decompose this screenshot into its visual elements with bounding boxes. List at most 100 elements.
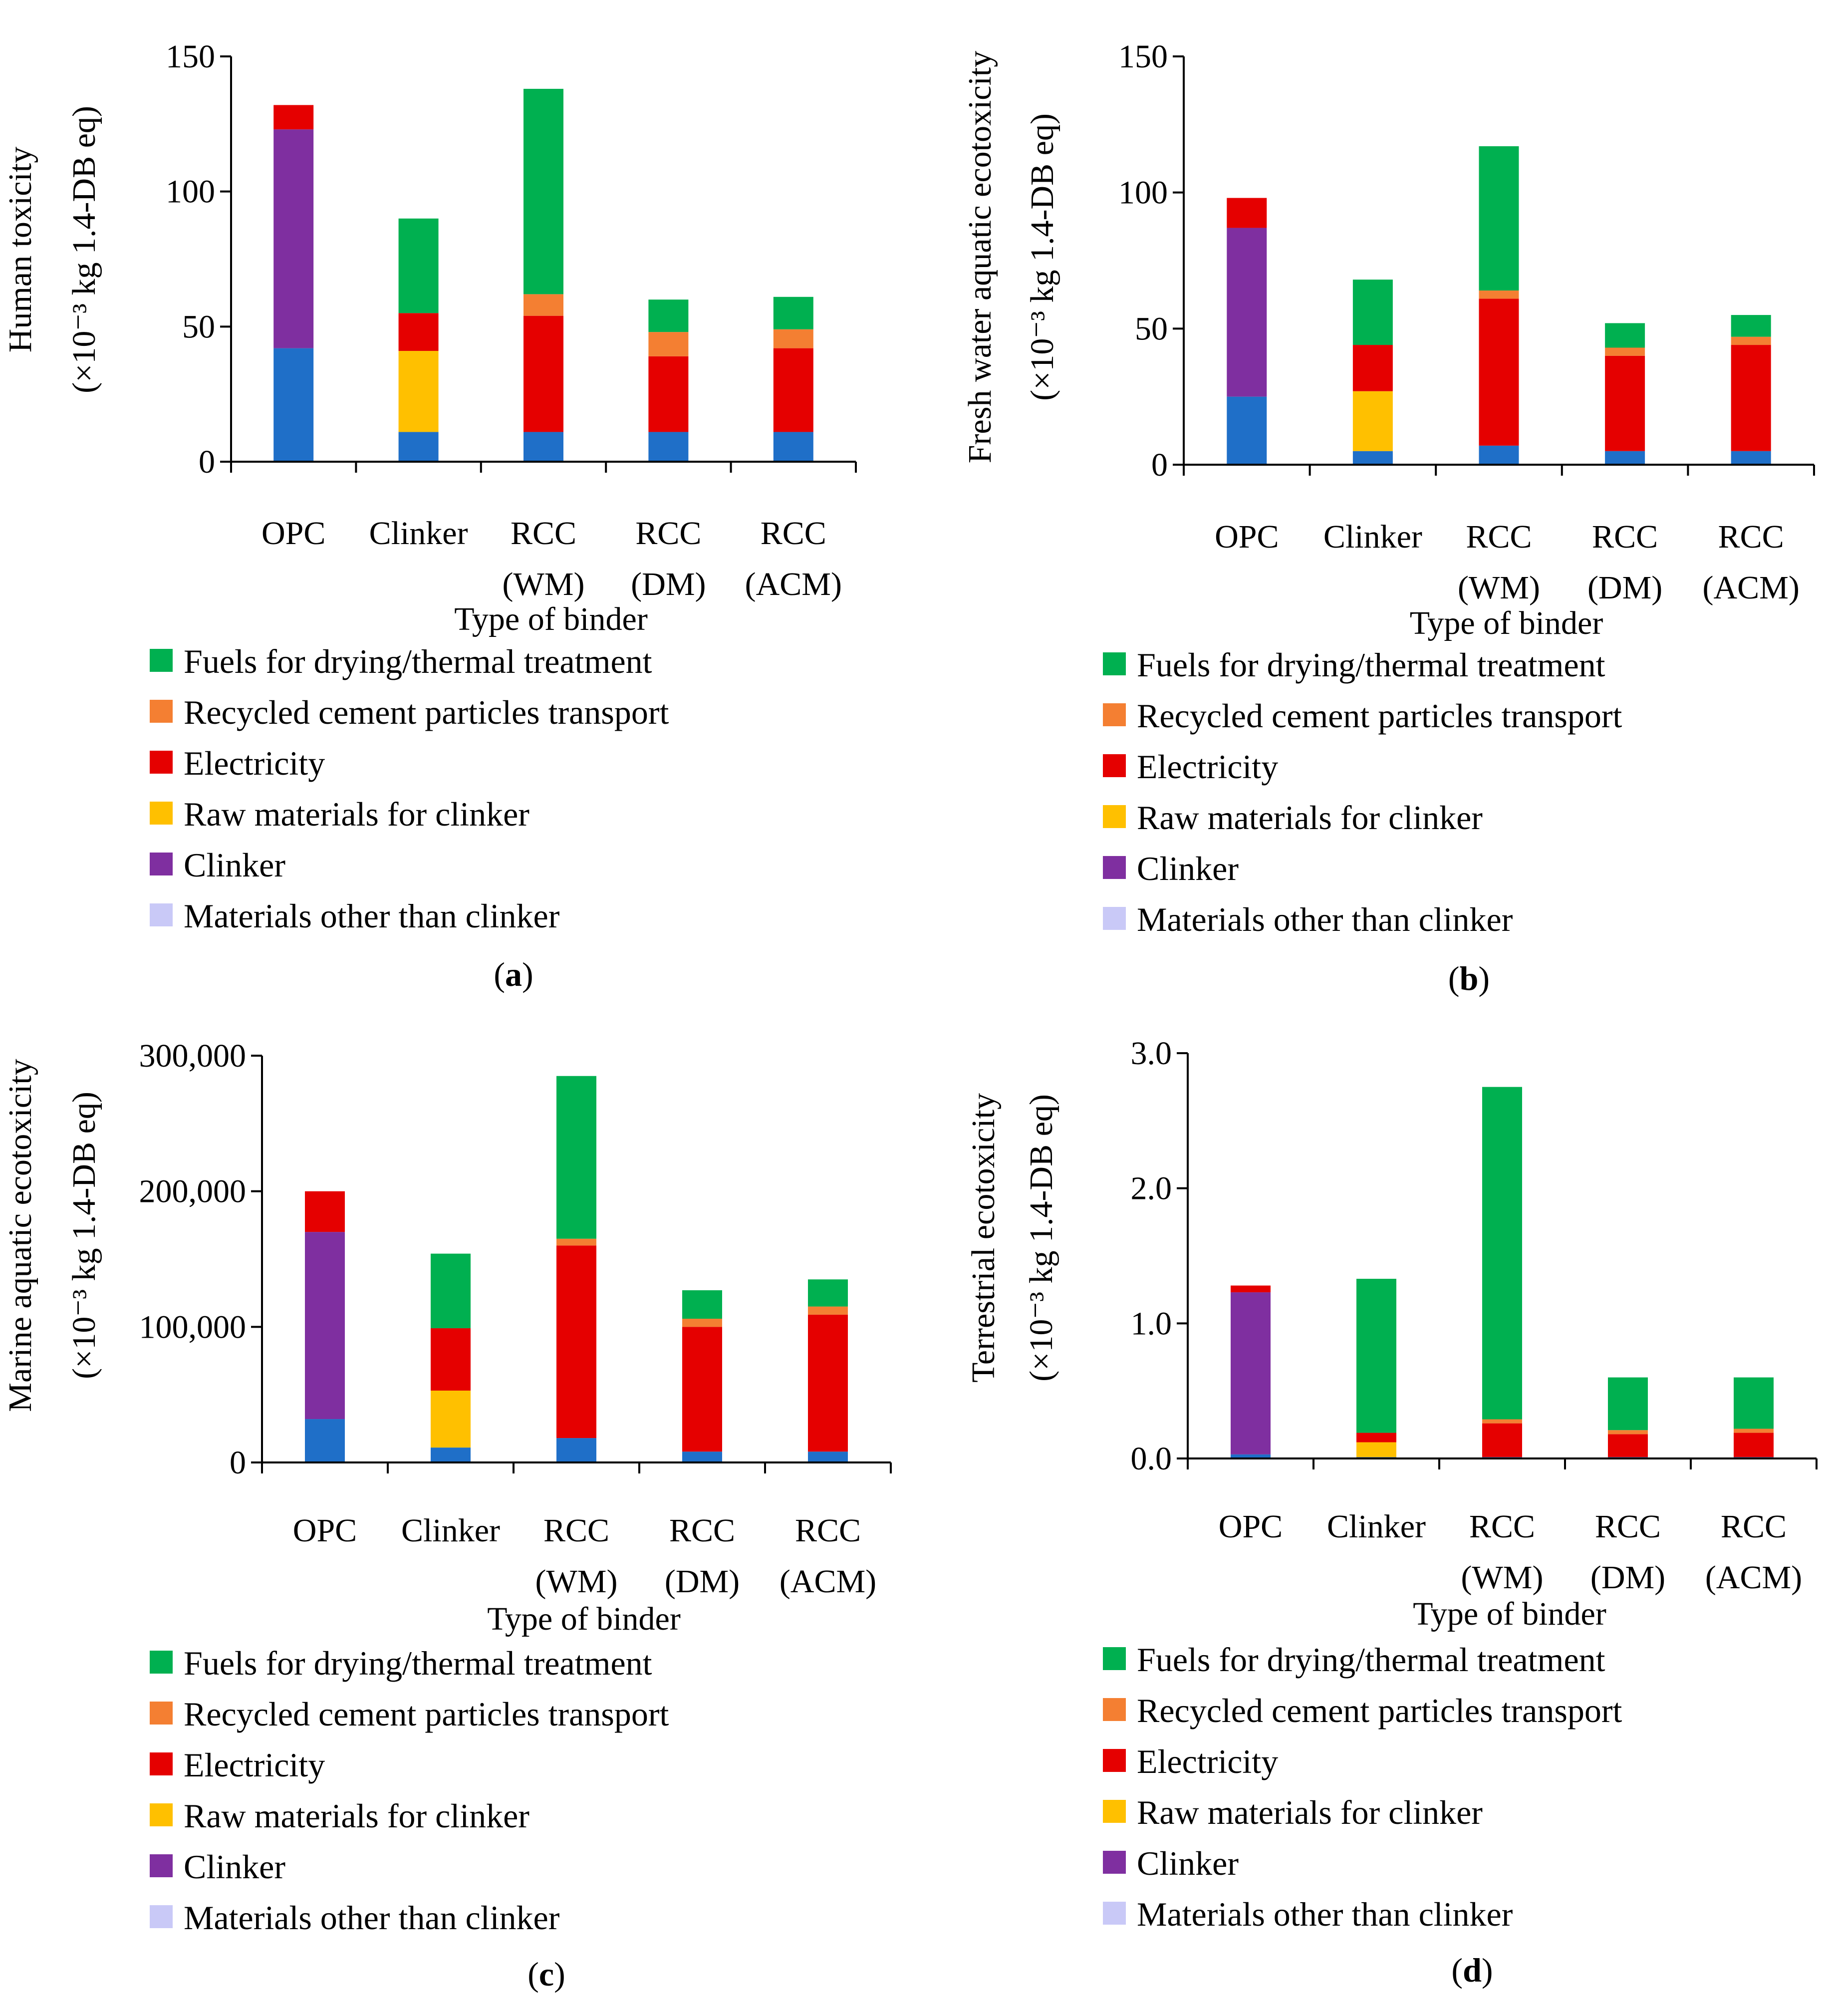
bar-segment-electricity xyxy=(648,356,689,432)
bar-segment-recycled-cement-particles-transport xyxy=(808,1306,848,1315)
bar-segment-fuels-for-drying-thermal-treatment xyxy=(1731,315,1771,337)
bar-segment-electricity xyxy=(773,348,813,432)
bar-segment-fuels-for-drying-thermal-treatment xyxy=(682,1290,722,1319)
y-tick-label: 1.0 xyxy=(1131,1305,1172,1342)
bar-segment-base-unlabeled- xyxy=(808,1451,848,1462)
bar-segment-recycled-cement-particles-transport xyxy=(1731,336,1771,345)
bar-segment-base-unlabeled- xyxy=(1231,1454,1271,1458)
bar-segment-clinker xyxy=(305,1232,345,1420)
bar-segment-recycled-cement-particles-transport xyxy=(648,332,689,356)
panel-d: 0.0 1.0 2.0 3.0 OPC Clinker RCC (WM) RCC (DM) RCC(… xyxy=(965,1035,1818,1989)
legend-swatch xyxy=(150,1752,173,1775)
bar-segment-fuels-for-drying-thermal-treatment xyxy=(1605,323,1645,348)
bar-segment-base-unlabeled- xyxy=(648,432,689,462)
x-tick-label: RCC (WM) xyxy=(535,1512,618,1600)
bar-segment-electricity xyxy=(1731,345,1771,451)
bar-segment-base-unlabeled- xyxy=(398,432,439,462)
legend-label: Raw materials for clinker xyxy=(184,1797,529,1835)
x-tick-label: RCC (DM) xyxy=(1587,519,1662,606)
bar-segment-fuels-for-drying-thermal-treatment xyxy=(556,1076,596,1239)
bar-segment-fuels-for-drying-thermal-treatment xyxy=(1608,1377,1648,1431)
bar-segment-fuels-for-drying-thermal-treatment xyxy=(808,1279,848,1307)
x-tick-label: RCC (DM) xyxy=(665,1512,740,1600)
y-tick-label: 0 xyxy=(199,444,215,480)
bar-segment-fuels-for-drying-thermal-treatment xyxy=(431,1253,471,1329)
x-tick-label: OPC xyxy=(1219,1508,1283,1545)
legend-label: Raw materials for clinker xyxy=(1137,1793,1483,1831)
bar-segment-raw-materials-for-clinker xyxy=(1356,1442,1396,1457)
legend-label: Recycled cement particles transport xyxy=(1137,1692,1622,1729)
bar-segment-recycled-cement-particles-transport xyxy=(1605,347,1645,356)
panel-c: 0 100,000 200,000 300,000 OPC Clinker RCC (WM) R… xyxy=(2,1038,892,1993)
bar-segment-fuels-for-drying-thermal-treatment xyxy=(398,218,439,313)
bar-segment-fuels-for-drying-thermal-treatment xyxy=(1356,1279,1396,1433)
legend-label: Recycled cement particles transport xyxy=(184,693,669,731)
bar-segment-base-unlabeled- xyxy=(773,432,813,462)
bar-segment-electricity xyxy=(808,1314,848,1452)
x-tick-label: Clinker xyxy=(369,515,468,552)
legend-label: Recycled cement particles transport xyxy=(184,1695,669,1733)
bar-segment-electricity xyxy=(523,315,563,432)
legend-label: Fuels for drying/thermal treatment xyxy=(184,642,652,680)
bar-segment-base-unlabeled- xyxy=(305,1419,345,1462)
bar-segment-base-unlabeled- xyxy=(523,432,563,462)
y-tick-label: 100 xyxy=(166,174,215,210)
bar-segment-base-unlabeled- xyxy=(431,1447,471,1462)
legend-label: Clinker xyxy=(184,1848,285,1886)
bar-segment-fuels-for-drying-thermal-treatment xyxy=(1482,1087,1522,1420)
legend-swatch xyxy=(1103,907,1126,930)
x-axis-title: Type of binder xyxy=(1410,605,1603,641)
bar-segment-recycled-cement-particles-transport xyxy=(1479,290,1519,299)
y-tick-label: 0 xyxy=(230,1444,246,1481)
legend-swatch xyxy=(150,1702,173,1725)
x-tick-label: RCC (WM) xyxy=(1458,519,1540,606)
legend-label: Raw materials for clinker xyxy=(184,795,529,833)
legend-swatch xyxy=(1103,1800,1126,1823)
x-axis-title: Type of binder xyxy=(454,601,648,637)
x-tick-label: RCC (WM) xyxy=(503,515,585,602)
legend-label: Electricity xyxy=(184,1746,325,1784)
legend-swatch xyxy=(150,649,173,672)
x-tick-label: OPC xyxy=(293,1512,357,1549)
legend-swatch xyxy=(1103,1851,1126,1874)
y-tick-label: 150 xyxy=(1118,38,1168,75)
bar-segment-electricity xyxy=(682,1327,722,1452)
bar-segment-fuels-for-drying-thermal-treatment xyxy=(1352,280,1393,345)
bar-segment-electricity xyxy=(398,313,439,351)
legend-swatch xyxy=(150,1803,173,1826)
y-axis-subtitle: (×10⁻³ kg 1.4-DB eq) xyxy=(66,1092,102,1379)
bar-segment-clinker xyxy=(1227,228,1267,397)
legend-swatch xyxy=(1103,856,1126,879)
y-axis-subtitle: (×10⁻³ kg 1.4-DB eq) xyxy=(66,106,102,393)
legend-label: Materials other than clinker xyxy=(184,1899,560,1937)
y-tick-label: 3.0 xyxy=(1131,1035,1172,1072)
y-tick-label: 150 xyxy=(166,38,215,75)
bar-segment-electricity xyxy=(1231,1285,1271,1293)
bar-segment-recycled-cement-particles-transport xyxy=(682,1319,722,1327)
bar-segment-fuels-for-drying-thermal-treatment xyxy=(648,299,689,332)
legend-swatch xyxy=(1103,805,1126,828)
legend-swatch xyxy=(150,853,173,875)
bar-segment-electricity xyxy=(1605,355,1645,451)
bar-segment-electricity xyxy=(1608,1434,1648,1457)
x-tick-label: RCC (ACM) xyxy=(745,515,842,602)
x-tick-label: Clinker xyxy=(401,1512,500,1549)
bar-segment-electricity xyxy=(1734,1433,1774,1457)
y-axis-title: Terrestrial ecotoxicity xyxy=(965,1093,1002,1383)
bar-segment-recycled-cement-particles-transport xyxy=(1608,1430,1648,1435)
y-axis-title: Human toxicity xyxy=(2,147,38,352)
bar-segment-raw-materials-for-clinker xyxy=(1352,391,1393,451)
bar-segment-base-unlabeled- xyxy=(1731,451,1771,465)
bar-segment-recycled-cement-particles-transport xyxy=(1482,1419,1522,1424)
legend-label: Clinker xyxy=(184,846,285,884)
x-axis-title: Type of binder xyxy=(1413,1596,1606,1632)
panel-b: 0 50 100 150 OPC Clinker RCC (WM) RCC (DM) RCC (ACM… xyxy=(962,38,1815,997)
legend-swatch xyxy=(150,903,173,926)
x-tick-label: RCC (ACM) xyxy=(1703,519,1800,606)
legend-swatch xyxy=(150,751,173,774)
legend-label: Fuels for drying/thermal treatment xyxy=(1137,646,1605,684)
bar-segment-fuels-for-drying-thermal-treatment xyxy=(1479,146,1519,290)
legend-label: Electricity xyxy=(184,744,325,782)
x-tick-label: Clinker xyxy=(1323,519,1422,555)
